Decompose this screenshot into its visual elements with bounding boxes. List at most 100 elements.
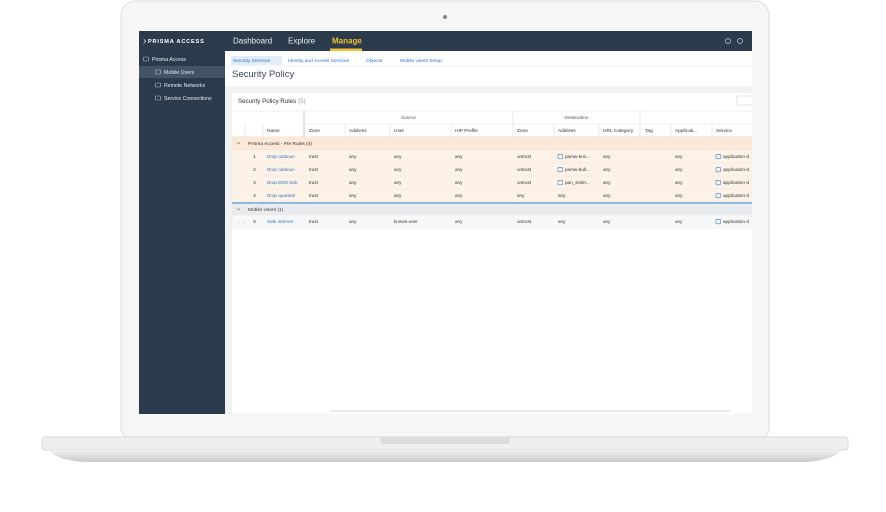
cell: any — [603, 193, 611, 198]
cell: any — [394, 193, 402, 198]
cell[interactable]: Safe internet — [267, 219, 294, 224]
sidebar-item[interactable]: Mobile Users — [164, 70, 195, 76]
cell[interactable]: Drop quaranti — [267, 193, 295, 198]
cell-icon — [715, 154, 721, 160]
cell: any — [455, 154, 463, 159]
top-nav — [139, 31, 752, 51]
cell: any — [349, 167, 357, 172]
breadcrumb[interactable]: Security Services — [233, 58, 271, 64]
cell: pamw-bull... — [565, 167, 590, 172]
cell: untrust — [517, 154, 532, 159]
cell: any — [394, 180, 402, 185]
sidebar-item[interactable]: Prisma Access — [152, 57, 186, 63]
section-label[interactable]: Prisma Access - Pre Rules (4) — [248, 141, 312, 147]
cell: application-d — [723, 219, 749, 224]
column-header: Name — [267, 128, 280, 134]
cell: trust — [309, 193, 319, 198]
column-header: Tag — [645, 128, 653, 134]
section-label[interactable]: Mobile Users (1) — [248, 207, 284, 213]
user-icon[interactable] — [737, 38, 743, 44]
logo: PRISMA ACCESS — [148, 39, 205, 45]
cell[interactable]: Drop outboun — [267, 154, 295, 159]
page-title: Security Policy — [232, 69, 295, 80]
cell: untrust — [517, 180, 532, 185]
sidebar-icon — [155, 95, 161, 101]
column-header: HIP Profile — [455, 128, 478, 134]
cell: any — [349, 193, 357, 198]
cell: pan_sinkh... — [565, 180, 590, 185]
sidebar — [139, 51, 225, 414]
column-header: User — [394, 128, 405, 134]
rule-number: 4 — [253, 193, 256, 199]
cell: any — [603, 219, 611, 224]
nav-item[interactable]: Explore — [288, 37, 316, 46]
header-area — [225, 51, 752, 86]
breadcrumb[interactable]: Objects — [366, 58, 383, 64]
nav-item[interactable]: Dashboard — [233, 37, 272, 46]
cell: trust — [309, 180, 319, 185]
cell-icon — [557, 167, 563, 173]
column-header: Applicati... — [675, 128, 697, 134]
cell-icon — [715, 219, 721, 225]
cell: any — [675, 219, 683, 224]
column-group: Destination — [565, 115, 589, 121]
breadcrumb[interactable]: Mobile Users Setup — [400, 58, 442, 64]
table-row[interactable] — [231, 188, 752, 203]
column-header: URL Category — [603, 128, 634, 134]
column-header: Service — [716, 128, 732, 134]
section-row — [232, 204, 752, 215]
cell: known-user — [394, 219, 418, 224]
cell: any — [675, 154, 683, 159]
rule-number: 2 — [253, 167, 256, 173]
help-icon[interactable] — [725, 38, 731, 44]
cell: trust — [309, 154, 319, 159]
nav-item[interactable]: Manage — [332, 37, 362, 46]
cell-icon — [715, 180, 721, 186]
breadcrumb-active — [231, 56, 282, 65]
cell: any — [558, 219, 566, 224]
caret — [236, 142, 241, 145]
table-row[interactable] — [231, 214, 752, 229]
cell: any — [349, 219, 357, 224]
cell: any — [349, 154, 357, 159]
cell: any — [349, 180, 357, 185]
cell: any — [455, 219, 463, 224]
cell[interactable]: Drop DNS sink — [267, 180, 298, 185]
sidebar-item[interactable]: Remote Networks — [164, 83, 206, 89]
column-header: Address — [558, 128, 576, 134]
nav-underline — [330, 48, 362, 51]
cell: untrust — [517, 219, 532, 224]
cell: application-d — [723, 193, 749, 198]
logo-mark — [143, 38, 146, 45]
sidebar-icon — [143, 56, 149, 62]
cell: any — [455, 167, 463, 172]
sidebar-icon — [155, 82, 161, 88]
column-header: Zone — [517, 128, 528, 134]
cell-icon — [557, 180, 563, 186]
sidebar-item[interactable]: Service Connections — [164, 96, 212, 102]
cell: application-d — [723, 154, 749, 159]
drag-handle: ⋮⋮ — [236, 219, 246, 225]
cell: any — [455, 193, 463, 198]
cell-icon — [557, 154, 563, 160]
panel-count: (5) — [298, 98, 306, 105]
cell[interactable]: Drop outboun — [267, 167, 295, 172]
base-bottom — [48, 450, 842, 462]
panel-title: Security Policy Rules — [238, 98, 296, 105]
section-row — [232, 137, 752, 150]
caret — [236, 208, 241, 211]
panel-button[interactable] — [736, 95, 757, 106]
cell: any — [675, 193, 683, 198]
cell: any — [675, 167, 683, 172]
cell: application-d — [723, 167, 749, 172]
breadcrumb[interactable]: Identity and Access Services — [288, 58, 350, 64]
cell: application-d — [723, 180, 749, 185]
rule-number: 1 — [253, 154, 256, 160]
cell: trust — [309, 219, 319, 224]
camera — [443, 15, 447, 19]
cell: any — [675, 180, 683, 185]
screen: PRISMA ACCESS Dashboard Explore Manage Prism… — [139, 31, 757, 414]
cell: any — [603, 167, 611, 172]
cell: untrust — [517, 167, 532, 172]
